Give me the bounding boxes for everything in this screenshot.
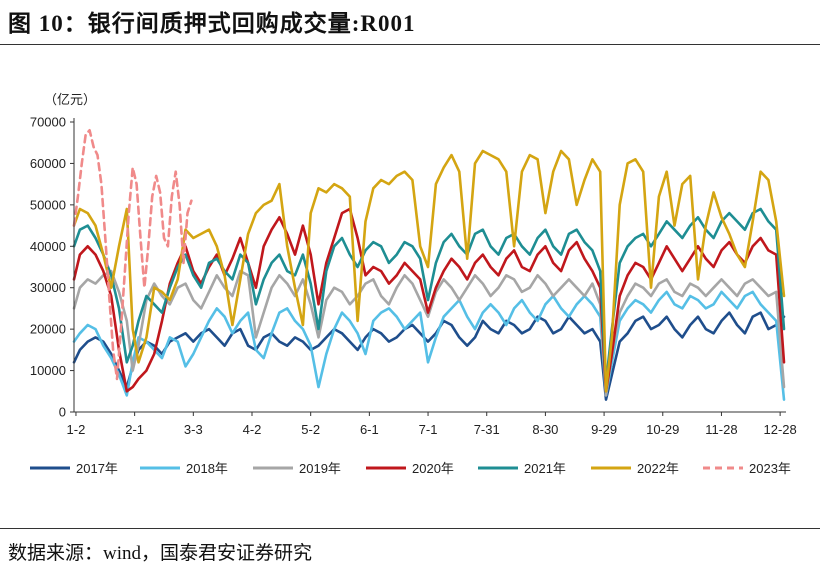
x-tick-label: 10-29 xyxy=(646,422,679,437)
y-tick-label: 20000 xyxy=(30,322,66,337)
series-line-3 xyxy=(72,269,786,397)
x-tick-label: 7-31 xyxy=(474,422,500,437)
legend-label: 2017年 xyxy=(76,461,118,476)
y-tick-label: 40000 xyxy=(30,239,66,254)
legend-label: 2022年 xyxy=(637,461,679,476)
y-tick-label: 0 xyxy=(59,405,66,420)
y-tick-label: 30000 xyxy=(30,280,66,295)
legend: 2017年 2018年 2019年 2020年 2021年 2022年 2023年 xyxy=(30,461,791,476)
legend-label: 2023年 xyxy=(749,461,791,476)
x-tick-label: 1-2 xyxy=(67,422,86,437)
series-line-2 xyxy=(72,290,786,401)
plot-lines xyxy=(72,129,786,401)
title-rule xyxy=(0,44,820,45)
series-line-7 xyxy=(72,129,193,381)
series-line-6 xyxy=(72,149,786,393)
y-tick-label: 10000 xyxy=(30,363,66,378)
x-tick-label: 4-2 xyxy=(243,422,262,437)
axes: 0 10000 20000 30000 40000 50000 60000 70000 （亿元）… xyxy=(30,92,797,437)
figure-title: 图 10：银行间质押式回购成交量:R001 xyxy=(8,11,416,36)
y-tick-label: 70000 xyxy=(30,115,66,130)
legend-label: 2020年 xyxy=(412,461,454,476)
y-tick-label: 60000 xyxy=(30,156,66,171)
x-tick-label: 2-1 xyxy=(125,422,144,437)
legend-label: 2021年 xyxy=(524,461,566,476)
legend-label: 2018年 xyxy=(186,461,228,476)
line-chart: 0 10000 20000 30000 40000 50000 60000 70000 （亿元）… xyxy=(30,92,797,476)
x-tick-label: 12-28 xyxy=(764,422,797,437)
legend-label: 2019年 xyxy=(299,461,341,476)
source-note: 数据来源：wind，国泰君安证券研究 xyxy=(8,543,313,564)
series-line-4 xyxy=(72,207,786,393)
x-tick-label: 3-3 xyxy=(184,422,203,437)
x-tick-label: 6-1 xyxy=(360,422,379,437)
series-line-1 xyxy=(72,311,786,401)
x-tick-label: 8-30 xyxy=(532,422,558,437)
y-tick-label: 50000 xyxy=(30,197,66,212)
x-tick-label: 9-29 xyxy=(591,422,617,437)
x-tick-label: 5-2 xyxy=(301,422,320,437)
y-unit-label: （亿元） xyxy=(44,92,96,107)
x-tick-label: 11-28 xyxy=(705,422,737,437)
x-tick-label: 7-1 xyxy=(419,422,438,437)
series-line-5 xyxy=(72,207,786,385)
source-rule xyxy=(0,528,820,529)
